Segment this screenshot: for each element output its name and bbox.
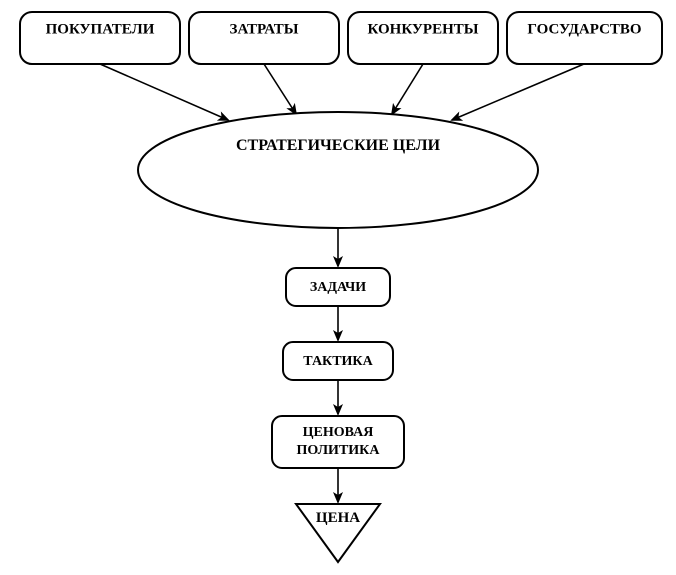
arrow bbox=[392, 64, 423, 114]
box-state-label: ГОСУДАРСТВО bbox=[527, 21, 641, 37]
box-tactics-label: ТАКТИКА bbox=[303, 354, 373, 369]
triangle-price: ЦЕНА bbox=[296, 504, 380, 562]
box-tasks: ЗАДАЧИ bbox=[286, 268, 390, 306]
box-buyers-shape bbox=[20, 12, 180, 64]
box-competitors-shape bbox=[348, 12, 498, 64]
box-state-shape bbox=[507, 12, 662, 64]
arrow bbox=[100, 64, 228, 120]
ellipse-label: СТРАТЕГИЧЕСКИЕ ЦЕЛИ bbox=[236, 137, 441, 154]
box-tasks-label: ЗАДАЧИ bbox=[310, 280, 366, 295]
triangle-label: ЦЕНА bbox=[316, 510, 360, 526]
box-policy-shape bbox=[272, 416, 404, 468]
arrow bbox=[264, 64, 296, 114]
box-buyers: ПОКУПАТЕЛИ bbox=[20, 12, 180, 64]
box-tactics: ТАКТИКА bbox=[283, 342, 393, 380]
box-state: ГОСУДАРСТВО bbox=[507, 12, 662, 64]
box-costs: ЗАТРАТЫ bbox=[189, 12, 339, 64]
box-costs-label: ЗАТРАТЫ bbox=[230, 21, 299, 37]
box-competitors: КОНКУРЕНТЫ bbox=[348, 12, 498, 64]
box-policy: ЦЕНОВАЯПОЛИТИКА bbox=[272, 416, 404, 468]
box-competitors-label: КОНКУРЕНТЫ bbox=[368, 21, 479, 37]
ellipse-shape bbox=[138, 112, 538, 228]
arrow bbox=[452, 64, 584, 120]
diagram-canvas: ПОКУПАТЕЛИ ЗАТРАТЫ КОНКУРЕНТЫ ГОСУДАРСТВ… bbox=[0, 0, 676, 575]
box-buyers-label: ПОКУПАТЕЛИ bbox=[46, 21, 155, 37]
box-costs-shape bbox=[189, 12, 339, 64]
ellipse-strategic-goals: СТРАТЕГИЧЕСКИЕ ЦЕЛИ bbox=[138, 112, 538, 228]
